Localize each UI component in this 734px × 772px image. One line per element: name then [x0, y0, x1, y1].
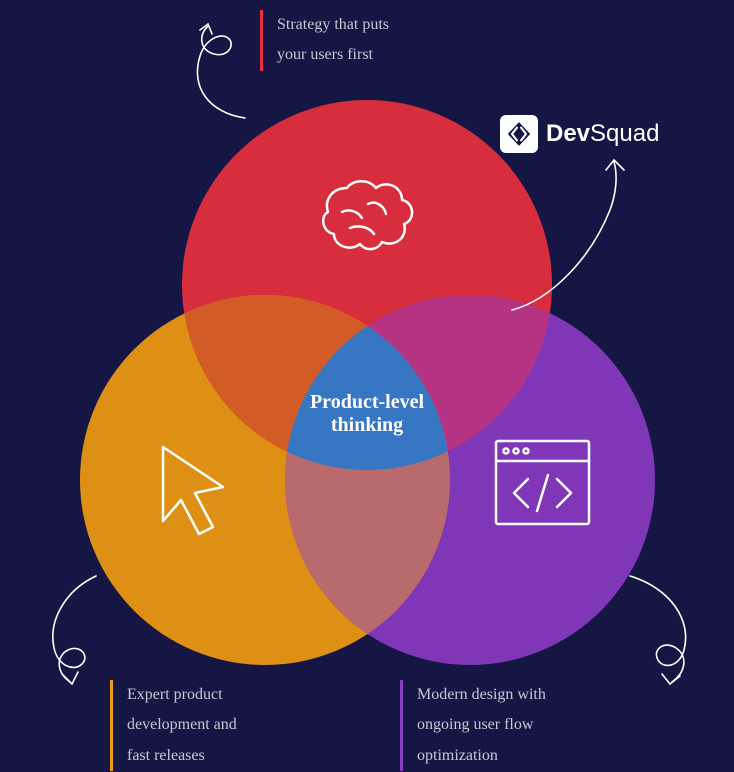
devsquad-brand: DevSquad	[500, 115, 659, 153]
caption-strategy: Strategy that puts your users first	[260, 10, 389, 71]
devsquad-logo-icon	[500, 115, 538, 153]
caption-line: fast releases	[127, 741, 237, 771]
caption-development: Expert product development and fast rele…	[110, 680, 237, 771]
center-label: Product-level thinking	[287, 391, 447, 437]
center-label-line1: Product-level	[287, 391, 447, 414]
caption-design: Modern design with ongoing user flow opt…	[400, 680, 546, 771]
caption-line: Expert product	[127, 680, 237, 710]
devsquad-wordmark: DevSquad	[546, 120, 659, 148]
code-window-icon	[490, 435, 595, 530]
caption-line: ongoing user flow	[417, 710, 546, 740]
cursor-icon	[145, 435, 240, 540]
caption-line: your users first	[277, 40, 389, 70]
venn-infographic: Product-level thinking Strategy that put…	[0, 0, 734, 772]
arrow-to-design	[600, 570, 710, 690]
caption-line: development and	[127, 710, 237, 740]
brand-light: Squad	[590, 120, 659, 147]
caption-line: Strategy that puts	[277, 10, 389, 40]
brand-bold: Dev	[546, 120, 590, 147]
caption-line: Modern design with	[417, 680, 546, 710]
center-label-line2: thinking	[287, 414, 447, 437]
brain-icon	[312, 170, 422, 260]
arrow-to-strategy	[150, 18, 270, 128]
arrow-to-brand	[500, 150, 650, 320]
arrow-to-development	[26, 570, 136, 690]
caption-line: optimization	[417, 741, 546, 771]
